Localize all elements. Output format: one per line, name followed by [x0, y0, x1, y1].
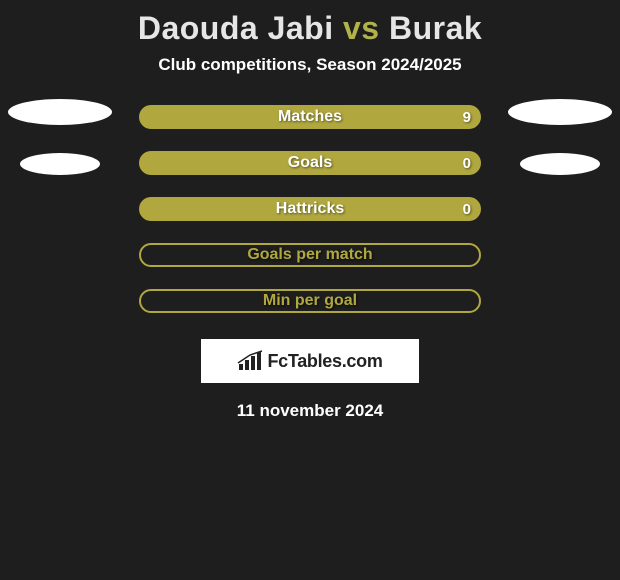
ellipse-icon [520, 153, 600, 175]
stat-row-hattricks: Hattricks 0 [139, 197, 481, 221]
stat-row-matches: Matches 9 [139, 105, 481, 129]
player1-name: Daouda Jabi [138, 10, 334, 46]
vs-separator: vs [334, 10, 389, 46]
player2-name: Burak [389, 10, 482, 46]
stat-value: 0 [463, 201, 471, 218]
stats-area: Matches 9 Goals 0 Hattricks 0 Goals per … [0, 105, 620, 313]
stat-label: Goals per match [247, 246, 372, 264]
stat-label: Matches [278, 108, 342, 126]
stat-label: Hattricks [276, 200, 344, 218]
ellipse-icon [508, 99, 612, 125]
right-ellipse-group [508, 99, 612, 175]
stat-row-goals: Goals 0 [139, 151, 481, 175]
stat-row-min-per-goal: Min per goal [139, 289, 481, 313]
stat-row-goals-per-match: Goals per match [139, 243, 481, 267]
ellipse-icon [20, 153, 100, 175]
stat-label: Min per goal [263, 292, 357, 310]
left-ellipse-group [8, 99, 112, 175]
logo-box: FcTables.com [201, 339, 419, 383]
ellipse-icon [8, 99, 112, 125]
comparison-title: Daouda Jabi vs Burak [0, 0, 620, 47]
date-label: 11 november 2024 [0, 401, 620, 421]
stat-value: 0 [463, 155, 471, 172]
subtitle: Club competitions, Season 2024/2025 [0, 55, 620, 75]
stat-value: 9 [463, 109, 471, 126]
logo-text: FcTables.com [267, 351, 382, 372]
stat-label: Goals [288, 154, 332, 172]
bar-chart-icon [237, 350, 263, 372]
